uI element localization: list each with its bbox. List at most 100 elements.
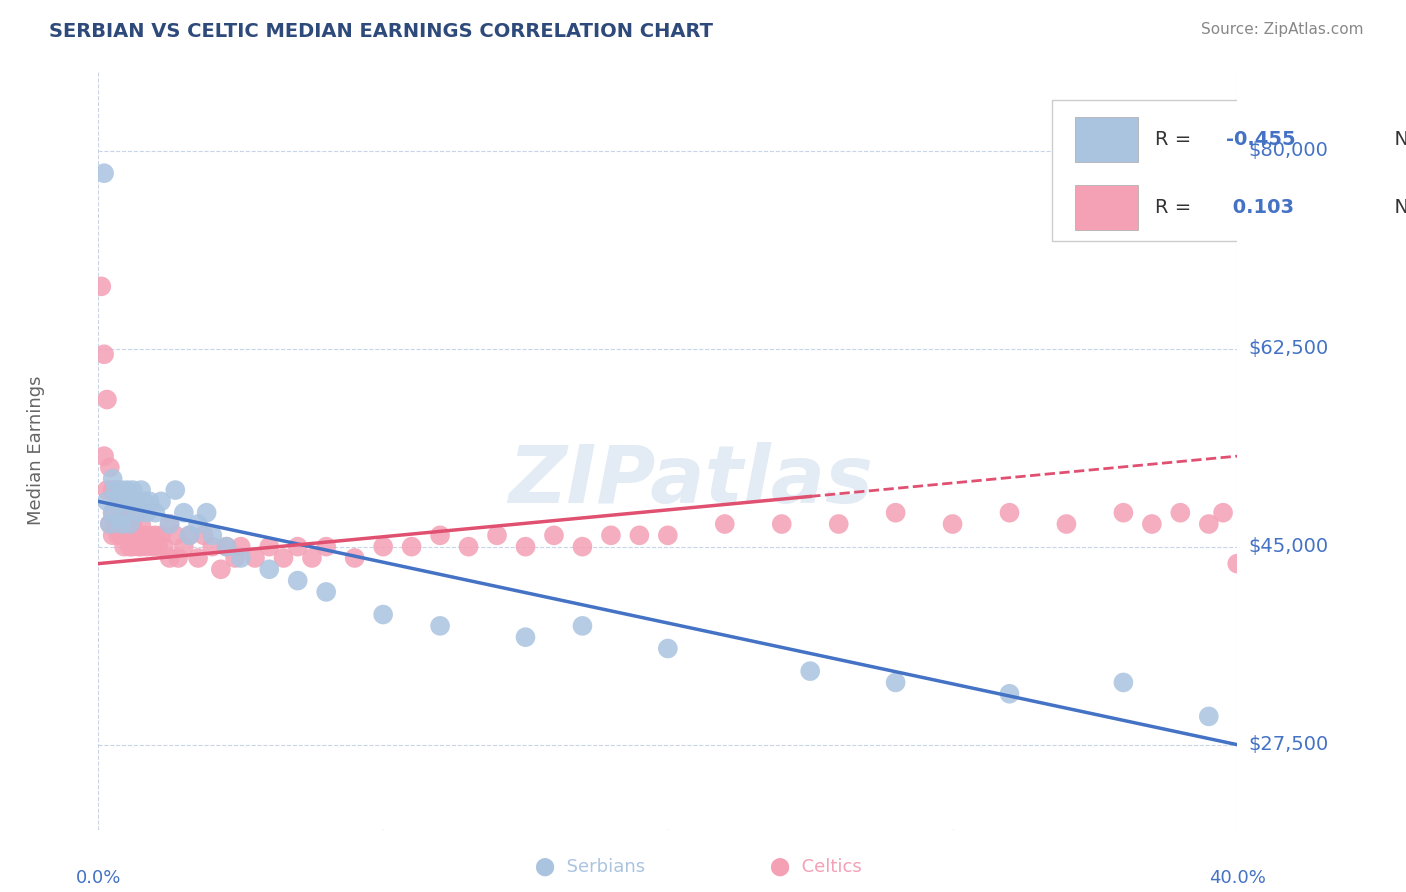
Point (115, 483, 138, 497)
Text: $80,000: $80,000 (1249, 141, 1329, 160)
Point (201, 540, 224, 554)
Point (145, 528, 167, 542)
Point (543, 528, 565, 542)
Point (1112, 675, 1135, 690)
Point (571, 540, 593, 554)
Point (101, 472, 124, 486)
Point (315, 540, 337, 554)
Text: N =: N = (1382, 198, 1406, 217)
Point (107, 528, 129, 542)
Point (96, 494, 118, 508)
Point (179, 528, 201, 542)
Point (215, 540, 238, 554)
Point (179, 528, 201, 542)
Point (98, 516, 121, 531)
Point (287, 540, 309, 554)
Point (112, 506, 135, 520)
Point (107, 494, 129, 508)
Text: ⬤  Celtics: ⬤ Celtics (769, 857, 862, 876)
Point (799, 664, 821, 678)
Point (153, 540, 176, 554)
Point (165, 528, 187, 542)
Point (173, 506, 195, 520)
Point (1198, 709, 1220, 723)
FancyBboxPatch shape (1076, 185, 1137, 230)
Point (243, 551, 266, 566)
Point (215, 540, 238, 554)
Text: $45,000: $45,000 (1249, 537, 1329, 556)
Point (129, 540, 152, 554)
Point (1170, 506, 1192, 520)
Point (1140, 516, 1163, 531)
Point (101, 528, 124, 542)
Point (187, 516, 209, 531)
Point (515, 630, 537, 644)
Point (98, 516, 121, 531)
FancyBboxPatch shape (1076, 117, 1137, 161)
Point (457, 540, 479, 554)
Point (96, 483, 118, 497)
Text: Median Earnings: Median Earnings (27, 376, 45, 525)
Point (998, 687, 1021, 701)
Text: 0.103: 0.103 (1226, 198, 1294, 217)
Point (135, 540, 157, 554)
Text: SERBIAN VS CELTIC MEDIAN EARNINGS CORRELATION CHART: SERBIAN VS CELTIC MEDIAN EARNINGS CORREL… (49, 22, 713, 41)
Point (121, 516, 143, 531)
Point (93, 449, 115, 463)
Point (401, 540, 423, 554)
Point (150, 528, 173, 542)
Point (118, 540, 141, 554)
Point (343, 551, 366, 566)
Point (229, 540, 252, 554)
Point (287, 574, 309, 588)
Point (121, 483, 143, 497)
Point (127, 506, 149, 520)
Point (90, 279, 112, 293)
Point (600, 528, 623, 542)
Point (884, 506, 907, 520)
Point (273, 551, 295, 566)
Text: R =: R = (1154, 198, 1198, 217)
Point (110, 528, 132, 542)
Point (145, 506, 167, 520)
Text: R =: R = (1154, 129, 1198, 149)
Point (429, 528, 451, 542)
Point (138, 494, 160, 508)
Point (187, 551, 209, 566)
Point (129, 516, 152, 531)
Point (828, 516, 851, 531)
Point (112, 494, 135, 508)
Point (209, 562, 232, 576)
Point (110, 494, 132, 508)
Text: ZIPatlas: ZIPatlas (508, 442, 873, 520)
Point (129, 483, 152, 497)
Point (159, 516, 181, 531)
Point (118, 516, 141, 531)
Point (165, 483, 187, 497)
Point (1212, 506, 1234, 520)
Point (115, 506, 138, 520)
Point (1198, 516, 1220, 531)
Point (93, 347, 115, 361)
Point (571, 619, 593, 633)
Point (101, 506, 124, 520)
Point (201, 528, 224, 542)
Point (93, 166, 115, 180)
Point (998, 506, 1021, 520)
Point (259, 562, 281, 576)
Point (373, 607, 395, 622)
Point (628, 528, 651, 542)
Point (107, 516, 129, 531)
Point (373, 540, 395, 554)
Text: $27,500: $27,500 (1249, 735, 1329, 755)
Point (193, 528, 215, 542)
Point (124, 528, 146, 542)
Point (110, 516, 132, 531)
Point (315, 585, 337, 599)
Point (515, 540, 537, 554)
Point (167, 551, 190, 566)
Point (98, 460, 121, 475)
Point (118, 494, 141, 508)
Point (486, 528, 509, 542)
Point (132, 494, 155, 508)
